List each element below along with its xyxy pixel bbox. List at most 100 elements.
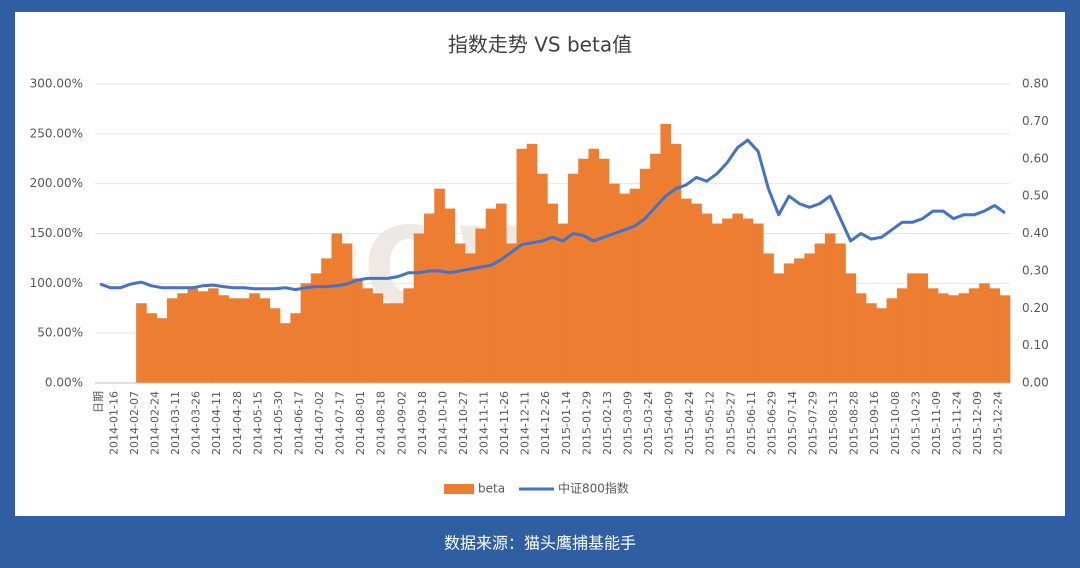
x-tick-label: 2014-08-18 [375,391,388,455]
bar [660,123,672,383]
x-tick-label: 2015-07-14 [786,391,799,455]
x-tick-label: 2014-07-17 [334,391,347,455]
x-tick-label: 2015-10-08 [889,391,902,455]
bar [989,288,1001,383]
legend-label: 中证800指数 [558,481,629,496]
x-tick-label: 2014-03-11 [169,391,182,455]
bar [506,243,517,383]
legend-swatch [444,484,474,494]
bar [629,188,641,383]
bar [609,183,620,383]
bar [228,298,240,383]
bar [475,228,486,383]
bar [547,203,558,383]
y2-tick-label: 0.80 [1022,77,1049,91]
bar [403,288,415,383]
y-tick-label: 150.00% [30,226,83,240]
bar [619,193,630,383]
bar [156,318,168,383]
bar [835,243,846,383]
bar [382,303,394,383]
bar [681,198,692,383]
bar [537,173,548,383]
bar [763,253,774,383]
x-tick-label: 2015-08-28 [848,391,861,455]
bar [280,323,291,383]
y2-tick-label: 0.00 [1022,376,1049,390]
source-note: 数据来源：猫头鹰捕基能手 [444,534,636,553]
x-tick-label: 2014-08-01 [354,391,367,455]
x-tick-label: 2014-10-27 [457,391,470,455]
bar [557,223,569,383]
x-tick-label: 2014-05-15 [251,391,264,455]
bar [598,158,610,383]
bar [300,283,312,383]
x-tick-label: 2015-04-09 [663,391,676,455]
bar [979,283,990,383]
bar [423,213,435,383]
y2-tick-label: 0.20 [1022,301,1049,315]
x-tick-label: 2014-11-11 [478,391,491,455]
x-axis-label: 日期 [92,391,105,413]
x-tick-label: 2014-05-30 [272,391,285,455]
x-tick-label: 2015-01-14 [560,391,573,455]
x-tick-label: 2015-11-09 [930,391,943,455]
x-tick-label: 2015-03-09 [621,391,634,455]
x-tick-label: 2015-06-29 [765,391,778,455]
bar [814,243,826,383]
line [99,138,1006,292]
y2-tick-label: 0.60 [1022,151,1049,165]
bar [752,223,764,383]
bar [711,223,723,383]
bar [896,288,908,383]
x-tick-label: 2015-07-29 [807,391,820,455]
x-tick-label: 2014-11-26 [498,391,511,455]
y-tick-label: 100.00% [30,276,83,290]
bar [485,208,497,383]
x-tick-label: 2015-01-29 [580,391,593,455]
bar [670,143,682,383]
x-tick-label: 2015-08-13 [827,391,840,455]
bar [146,313,157,383]
x-tick-label: 2015-06-11 [745,391,758,455]
x-tick-label: 2014-10-10 [436,391,449,455]
x-tick-label: 2014-07-02 [313,391,326,455]
bar [876,308,887,383]
x-tick-label: 2015-05-12 [704,391,717,455]
bar [465,253,476,383]
bar [938,293,949,383]
bar [393,303,404,383]
bar [866,303,877,383]
chart-title: 指数走势 VS beta值 [448,33,632,57]
bar [434,188,445,383]
y-tick-label: 50.00% [37,326,83,340]
x-tick-label: 2014-02-07 [128,391,141,455]
bar [722,218,733,383]
bar [444,208,456,383]
x-tick-label: 2014-09-18 [416,391,429,455]
bar [259,298,271,383]
x-tick-label: 2014-06-17 [292,391,305,455]
y2-tick-label: 0.30 [1022,263,1049,277]
bar [136,303,147,383]
y-tick-label: 0.00% [45,376,83,390]
y-tick-label: 300.00% [30,77,83,91]
x-tick-label: 2014-09-02 [395,391,408,455]
bar [269,308,281,383]
bar [578,158,589,383]
bar [773,273,785,383]
bar [197,291,209,383]
x-tick-label: 2015-12-24 [992,391,1005,455]
bar [516,148,528,383]
bar [968,288,980,383]
bar [804,253,815,383]
bar [567,173,579,383]
bar [454,243,466,383]
bar [701,213,713,383]
bar [732,213,743,383]
y2-tick-label: 0.70 [1022,114,1049,128]
bar [372,293,384,383]
bar [341,243,353,383]
bar [495,203,507,383]
x-tick-label: 2014-02-24 [149,391,162,455]
